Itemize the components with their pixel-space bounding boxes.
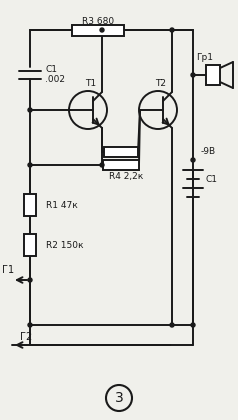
Circle shape [170,323,174,327]
Bar [206,65,220,85]
Text: R2 150к: R2 150к [46,241,84,249]
Bar [104,147,138,157]
Circle shape [28,323,32,327]
Circle shape [191,73,195,77]
Bar [103,160,139,170]
Circle shape [28,163,32,167]
Text: Г2: Г2 [20,332,32,342]
Text: -9В: -9В [201,147,216,157]
Text: R4 2,2к: R4 2,2к [104,160,138,168]
Circle shape [28,278,32,282]
Circle shape [100,163,104,167]
Circle shape [191,158,195,162]
Circle shape [191,323,195,327]
Text: T1: T1 [85,79,97,89]
Text: R4 2,2к: R4 2,2к [109,171,143,181]
Circle shape [170,28,174,32]
Text: C1: C1 [45,65,57,73]
Bar [24,234,36,256]
Text: R1 47к: R1 47к [46,200,78,210]
Text: С1: С1 [205,176,217,184]
Bar [24,194,36,216]
Text: Гр1: Гр1 [197,53,213,63]
Text: .002: .002 [45,76,65,84]
Text: 3: 3 [115,391,123,405]
Text: R3 680: R3 680 [82,16,114,26]
Text: Г1: Г1 [2,265,14,275]
Circle shape [28,108,32,112]
Circle shape [100,28,104,32]
Bar [72,24,124,36]
Text: T2: T2 [155,79,167,89]
